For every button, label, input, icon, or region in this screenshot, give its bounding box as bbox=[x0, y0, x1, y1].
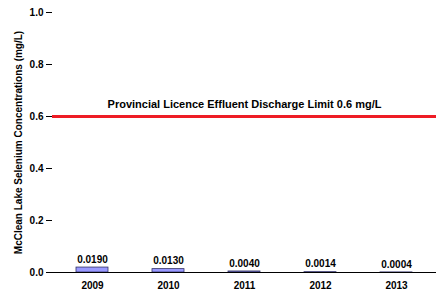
svg-text:0.6: 0.6 bbox=[30, 111, 44, 122]
svg-text:2012: 2012 bbox=[309, 280, 332, 291]
svg-text:2010: 2010 bbox=[157, 280, 180, 291]
svg-text:0.2: 0.2 bbox=[30, 215, 44, 226]
svg-text:Provincial Licence Effluent Di: Provincial Licence Effluent Discharge Li… bbox=[108, 98, 382, 110]
svg-text:0.0004: 0.0004 bbox=[381, 259, 412, 270]
svg-text:1.0: 1.0 bbox=[30, 7, 44, 18]
svg-text:0.0130: 0.0130 bbox=[153, 255, 184, 266]
svg-text:2011: 2011 bbox=[234, 280, 256, 291]
svg-text:2009: 2009 bbox=[81, 280, 104, 291]
svg-text:0.0014: 0.0014 bbox=[305, 258, 336, 269]
svg-text:0.0040: 0.0040 bbox=[229, 258, 260, 269]
svg-text:McClean Lake Selenium Concentr: McClean Lake Selenium Concentrations (mg… bbox=[13, 31, 24, 254]
svg-text:0.0: 0.0 bbox=[30, 267, 44, 278]
svg-text:0.8: 0.8 bbox=[30, 59, 44, 70]
svg-text:2013: 2013 bbox=[385, 280, 408, 291]
svg-text:0.4: 0.4 bbox=[30, 163, 44, 174]
svg-text:0.0190: 0.0190 bbox=[77, 254, 108, 265]
